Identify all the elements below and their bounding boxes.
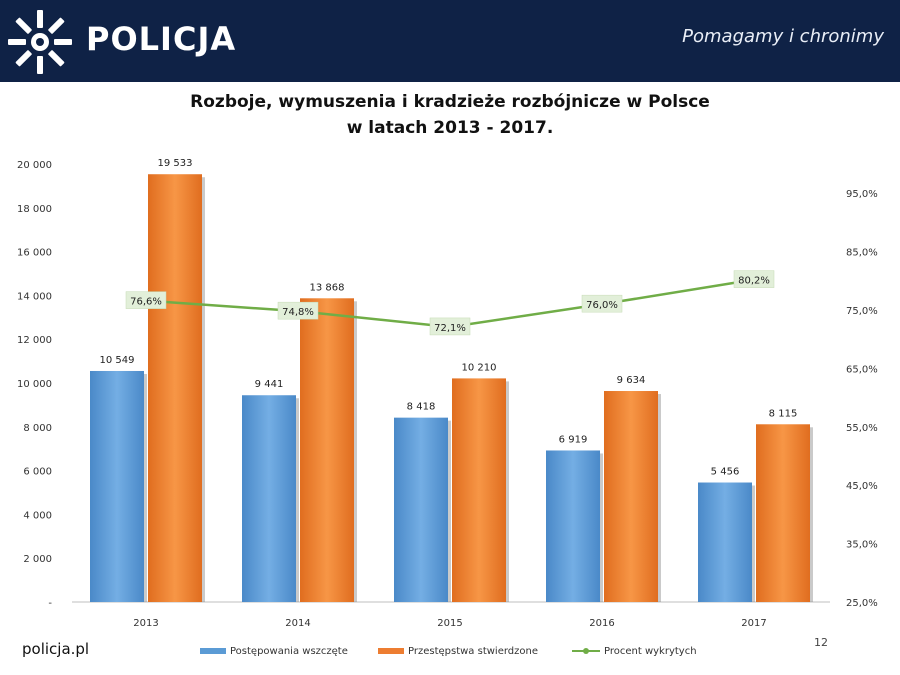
bar-label-opened: 8 418: [407, 402, 436, 413]
slogan: Pomagamy i chronimy: [682, 26, 884, 47]
legend-swatch-detected: [572, 648, 600, 654]
y-right-tick-label: 65,0%: [846, 364, 878, 375]
footer-site: policja.pl: [22, 640, 90, 658]
line-label-box: [277, 301, 319, 320]
y-right-tick-label: 35,0%: [846, 540, 878, 551]
legend-item-opened: Postępowania wszczęte: [200, 646, 348, 657]
chart-title-line-1: Rozboje, wymuszenia i kradzieże rozbójni…: [190, 92, 710, 112]
chart-title-line-2: w latach 2013 - 2017.: [346, 118, 554, 138]
bar-confirmed: [300, 298, 354, 602]
line-label-detected: 72,1%: [434, 323, 466, 334]
y-left-tick-label: 12 000: [17, 335, 52, 346]
bar-label-confirmed: 10 210: [462, 362, 497, 373]
legend: Postępowania wszczęte Przestępstwa stwie…: [200, 646, 740, 664]
bar-confirmed: [604, 391, 658, 602]
legend-swatch-confirmed: [378, 648, 404, 654]
y-right-tick-label: 55,0%: [846, 423, 878, 434]
legend-label-detected: Procent wykrytych: [604, 646, 697, 657]
bar-opened: [90, 370, 144, 602]
y-left-tick-label: 14 000: [17, 291, 52, 302]
x-tick-label: 2017: [741, 618, 766, 629]
y-left-tick-label: -: [48, 598, 52, 609]
bar-opened: [394, 417, 448, 602]
bar-label-opened: 9 441: [255, 379, 284, 390]
bar-label-confirmed: 9 634: [617, 375, 646, 386]
legend-item-detected: Procent wykrytych: [572, 646, 697, 657]
brand-name: POLICJA: [86, 20, 237, 58]
y-left-tick-label: 10 000: [17, 379, 52, 390]
line-label-detected: 74,8%: [282, 307, 314, 318]
y-right-tick-label: 45,0%: [846, 481, 878, 492]
line-label-box: [733, 270, 775, 288]
y-left-tick-label: 18 000: [17, 204, 52, 215]
bar-confirmed: [148, 174, 202, 602]
line-label-box: [581, 294, 623, 313]
line-label-detected: 80,2%: [738, 276, 770, 287]
bar-opened: [698, 482, 752, 602]
x-tick-label: 2016: [589, 618, 614, 629]
bar-label-confirmed: 19 533: [158, 158, 193, 169]
y-left-tick-label: 4 000: [23, 510, 52, 521]
bar-label-opened: 6 919: [559, 434, 588, 445]
line-label-detected: 76,6%: [130, 297, 162, 308]
y-left-tick-label: 2 000: [23, 554, 52, 565]
line-label-detected: 76,0%: [586, 300, 618, 311]
y-left-tick-label: 6 000: [23, 467, 52, 478]
legend-swatch-opened: [200, 648, 226, 654]
bar-confirmed: [756, 424, 810, 602]
bar-label-opened: 10 549: [100, 355, 135, 366]
x-tick-label: 2013: [133, 618, 158, 629]
bar-opened: [546, 450, 600, 602]
line-label-box: [125, 291, 167, 309]
y-right-tick-label: 75,0%: [846, 306, 878, 317]
legend-item-confirmed: Przestępstwa stwierdzone: [378, 646, 538, 657]
x-tick-label: 2014: [285, 618, 310, 629]
police-star-icon: [8, 10, 72, 74]
y-left-tick-label: 8 000: [23, 423, 52, 434]
legend-label-confirmed: Przestępstwa stwierdzone: [408, 646, 538, 657]
y-right-tick-label: 85,0%: [846, 248, 878, 259]
line-label-box: [429, 317, 471, 336]
y-right-tick-label: 95,0%: [846, 189, 878, 200]
y-right-tick-label: 25,0%: [846, 598, 878, 609]
x-tick-label: 2015: [437, 618, 462, 629]
bar-label-confirmed: 8 115: [769, 408, 798, 419]
bar-opened: [242, 395, 296, 602]
header-bar: POLICJA Pomagamy i chronimy: [0, 0, 900, 82]
bar-label-confirmed: 13 868: [310, 282, 345, 293]
legend-label-opened: Postępowania wszczęte: [230, 646, 348, 657]
page-number: 12: [814, 636, 828, 649]
y-left-tick-label: 16 000: [17, 248, 52, 259]
y-left-tick-label: 20 000: [17, 160, 52, 171]
bar-confirmed: [452, 378, 506, 602]
bar-label-opened: 5 456: [711, 467, 740, 478]
